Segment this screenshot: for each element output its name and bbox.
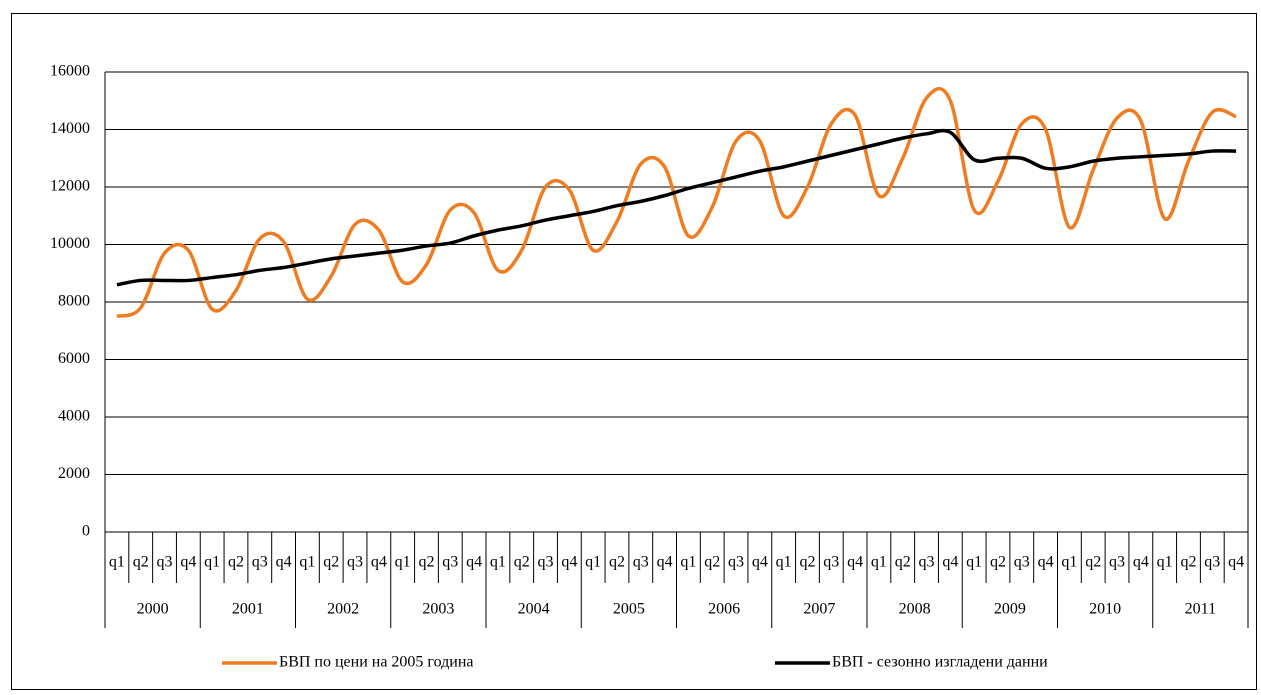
- x-tick-label: q4: [847, 554, 863, 571]
- x-tick-label: q4: [1228, 554, 1244, 571]
- y-tick-label: 12000: [50, 178, 90, 195]
- year-label: 2004: [518, 601, 550, 618]
- x-tick-label: q3: [728, 554, 744, 571]
- y-tick-label: 10000: [50, 235, 90, 252]
- x-tick-label: q2: [1085, 554, 1101, 571]
- x-tick-label: q1: [490, 554, 506, 571]
- year-label: 2005: [613, 601, 645, 618]
- year-label: 2010: [1089, 601, 1121, 618]
- x-tick-label: q1: [395, 554, 411, 571]
- legend-label: БВП по цени на 2005 година: [279, 654, 474, 671]
- series-line: [116, 86, 1237, 319]
- x-tick-label: q3: [157, 554, 173, 571]
- x-tick-label: q1: [109, 554, 125, 571]
- x-tick-label: q4: [657, 554, 673, 571]
- x-tick-label: q4: [276, 554, 292, 571]
- y-tick-label: 14000: [50, 120, 90, 137]
- x-tick-label: q1: [585, 554, 601, 571]
- x-tick-label: q2: [990, 554, 1006, 571]
- x-tick-label: q2: [895, 554, 911, 571]
- year-label: 2011: [1185, 601, 1216, 618]
- x-tick-label: q3: [347, 554, 363, 571]
- x-tick-label: q3: [919, 554, 935, 571]
- x-tick-label: q4: [466, 554, 482, 571]
- x-tick-label: q3: [252, 554, 268, 571]
- x-tick-label: q3: [1014, 554, 1030, 571]
- x-tick-label: q1: [680, 554, 696, 571]
- x-tick-label: q2: [1180, 554, 1196, 571]
- x-tick-label: q2: [418, 554, 434, 571]
- chart-frame: [11, 13, 1257, 690]
- y-tick-label: 8000: [58, 293, 90, 310]
- year-label: 2000: [137, 601, 169, 618]
- year-label: 2006: [708, 601, 740, 618]
- x-tick-label: q1: [204, 554, 220, 571]
- x-tick-label: q1: [1157, 554, 1173, 571]
- x-tick-label: q4: [1133, 554, 1149, 571]
- x-tick-label: q3: [538, 554, 554, 571]
- year-label: 2008: [899, 601, 931, 618]
- y-tick-label: 4000: [58, 408, 90, 425]
- x-tick-label: q2: [514, 554, 530, 571]
- x-tick-label: q1: [776, 554, 792, 571]
- x-tick-label: q1: [871, 554, 887, 571]
- x-tick-label: q3: [1204, 554, 1220, 571]
- y-tick-label: 16000: [50, 63, 90, 80]
- year-label: 2001: [232, 601, 264, 618]
- x-tick-label: q1: [966, 554, 982, 571]
- x-tick-label: q2: [323, 554, 339, 571]
- x-tick-label: q2: [704, 554, 720, 571]
- x-tick-label: q4: [1038, 554, 1054, 571]
- x-tick-label: q4: [371, 554, 387, 571]
- year-label: 2003: [422, 601, 454, 618]
- y-tick-label: 0: [82, 523, 90, 540]
- legend-label: БВП - сезонно изгладени данни: [832, 654, 1048, 671]
- x-tick-label: q3: [1109, 554, 1125, 571]
- x-tick-label: q4: [561, 554, 577, 571]
- x-tick-label: q4: [180, 554, 196, 571]
- x-tick-label: q2: [609, 554, 625, 571]
- year-label: 2009: [994, 601, 1026, 618]
- x-tick-label: q3: [633, 554, 649, 571]
- x-tick-label: q2: [799, 554, 815, 571]
- y-tick-label: 2000: [58, 465, 90, 482]
- x-tick-label: q3: [823, 554, 839, 571]
- x-tick-label: q3: [442, 554, 458, 571]
- series-line: [116, 128, 1237, 287]
- x-tick-label: q4: [942, 554, 958, 571]
- x-tick-label: q1: [1061, 554, 1077, 571]
- x-tick-label: q2: [133, 554, 149, 571]
- x-tick-label: q2: [228, 554, 244, 571]
- y-tick-label: 6000: [58, 350, 90, 367]
- year-label: 2002: [327, 601, 359, 618]
- x-tick-label: q1: [299, 554, 315, 571]
- year-label: 2007: [803, 601, 835, 618]
- x-tick-label: q4: [752, 554, 768, 571]
